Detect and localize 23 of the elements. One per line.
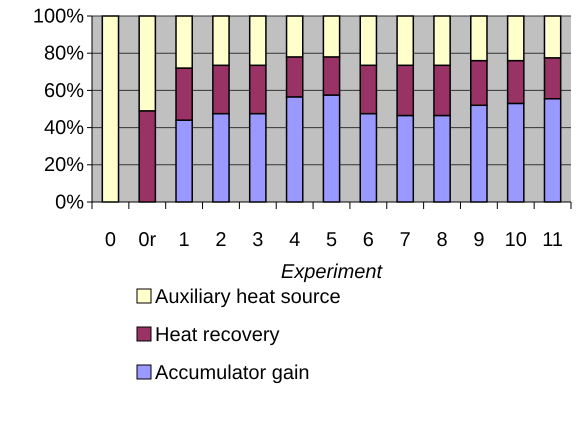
legend-label: Auxiliary heat source <box>155 286 341 308</box>
x-tick-label: 6 <box>362 229 374 252</box>
y-tick-label: 80% <box>44 42 84 65</box>
x-tick-label: 0 <box>104 229 116 252</box>
legend-label: Heat recovery <box>155 324 280 346</box>
x-tick-label: 3 <box>252 229 264 252</box>
x-tick-label: 10 <box>504 229 527 252</box>
x-tick-label: 0r <box>138 229 156 252</box>
x-tick-label: 4 <box>289 229 300 252</box>
x-tick-label: 1 <box>178 229 190 252</box>
x-tick-label: 8 <box>436 229 448 252</box>
x-tick-label: 11 <box>542 229 563 252</box>
x-tick-label: 5 <box>326 229 338 252</box>
x-axis-title: Experiment <box>280 261 384 283</box>
x-tick-label: 2 <box>215 229 227 252</box>
y-tick-label: 0% <box>55 191 84 214</box>
y-tick-label: 20% <box>44 154 84 176</box>
x-tick-label: 9 <box>473 229 484 252</box>
y-tick-label: 40% <box>44 117 84 139</box>
x-tick-label: 7 <box>400 229 411 252</box>
legend-label: Accumulator gain <box>155 362 310 384</box>
y-tick-label: 100% <box>32 5 84 28</box>
y-tick-label: 60% <box>44 80 84 102</box>
